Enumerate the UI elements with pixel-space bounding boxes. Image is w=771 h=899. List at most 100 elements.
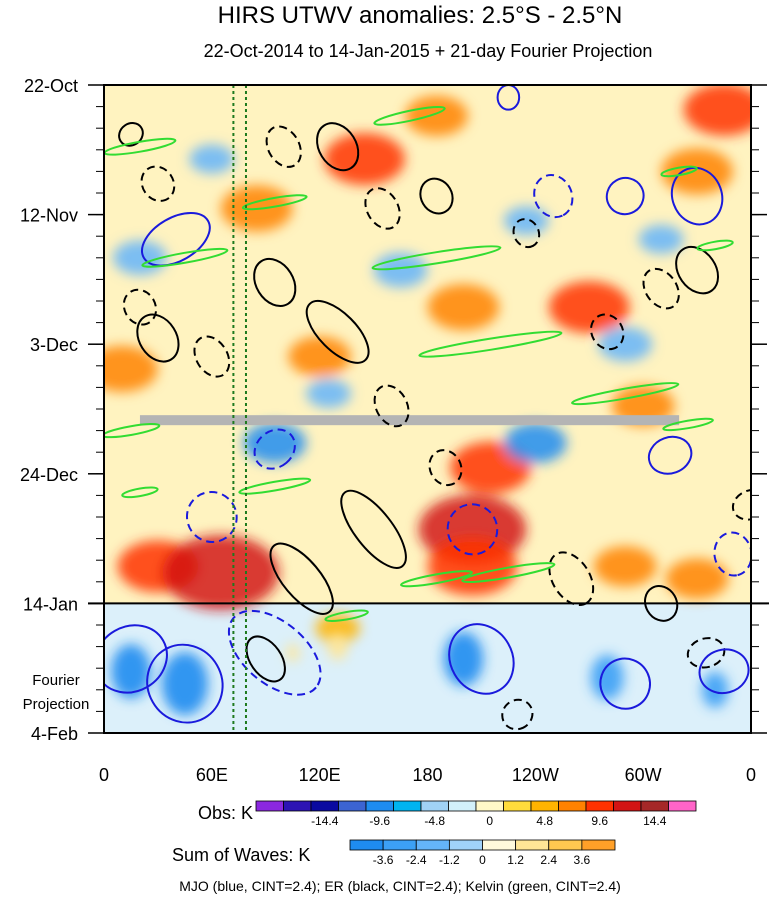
projection-label-line1: Fourier [32, 672, 80, 689]
er-contour [419, 177, 454, 215]
er-contour [642, 267, 680, 310]
anomaly-blob-warm [324, 133, 405, 185]
wave-colorbar-swatch [548, 839, 583, 851]
kelvin-contour [371, 245, 502, 271]
er-contour [245, 635, 286, 683]
x-tick-label: 60E [196, 765, 228, 785]
wave-colorbar-tick-label: -2.4 [406, 853, 427, 867]
mjo-contour [446, 503, 499, 556]
wave-colorbar-tick-label: -1.2 [439, 853, 460, 867]
x-tick-label: 0 [99, 765, 109, 785]
x-tick-label: 60W [625, 765, 662, 785]
obs-colorbar-swatch [640, 800, 669, 812]
wave-colorbar-tick-label: -3.6 [373, 853, 394, 867]
mjo-contour [185, 490, 238, 544]
er-contour [501, 698, 534, 731]
y-tick-label: 3-Dec [30, 335, 78, 355]
anomaly-blob-warm [162, 535, 280, 610]
wave-colorbar-tick-label: 3.6 [574, 853, 591, 867]
x-tick-label: 0 [746, 765, 756, 785]
anomaly-blob-cool [243, 422, 307, 464]
projection-blob [590, 654, 624, 700]
anomaly-blob-warm [288, 336, 352, 377]
kelvin-contour [141, 247, 229, 268]
y-tick-label: 12-Nov [20, 206, 78, 226]
obs-colorbar-swatch [530, 800, 559, 812]
y-tick-label: 4-Feb [31, 724, 78, 744]
kelvin-contour [104, 423, 161, 439]
mjo-contour [496, 85, 521, 111]
er-contour [644, 585, 679, 622]
kelvin-contour [400, 570, 473, 588]
er-contour [253, 258, 297, 307]
wave-colorbar-swatch [515, 839, 550, 851]
anomaly-blob-warm [593, 546, 657, 587]
plot-area [104, 85, 751, 733]
wave-colorbar-label: Sum of Waves: K [172, 845, 310, 865]
obs-colorbar-swatch [255, 800, 284, 812]
er-contour [340, 489, 407, 569]
mjo-contour [141, 211, 211, 267]
mjo-contour [698, 648, 750, 695]
mjo-contours [104, 85, 751, 724]
er-contour [316, 122, 360, 172]
wave-colorbar-tick-label: 0 [479, 853, 486, 867]
kelvin-contours [104, 105, 734, 622]
anomaly-blob-warm [104, 345, 158, 392]
obs-colorbar-swatch [558, 800, 587, 812]
obs-colorbar-tick-label: 14.4 [643, 814, 667, 828]
obs-colorbar-swatch [338, 800, 367, 812]
wave-colorbar-swatch [415, 839, 450, 851]
projection-blob [161, 652, 208, 716]
kelvin-contour [662, 417, 714, 432]
anomaly-blob-warm [661, 148, 733, 195]
kelvin-contour [238, 477, 312, 495]
obs-colorbar-swatch [475, 800, 504, 812]
obs-colorbar-swatch [365, 800, 394, 812]
projection-label-line2: Projection [23, 696, 90, 713]
anomaly-blob-warm [427, 537, 518, 596]
obs-colorbar-swatch [393, 800, 422, 812]
er-contour [428, 449, 463, 487]
projection-blob [327, 633, 348, 661]
obs-colorbar-tick-label: -4.8 [424, 814, 445, 828]
y-tick-label: 14-Jan [23, 594, 78, 614]
kelvin-contour [660, 165, 698, 178]
obs-colorbar: -14.4 -9.6 -4.8 0 4.8 9.6 14.4 [255, 800, 697, 828]
mjo-contour [599, 657, 651, 710]
wave-colorbar-tick-label: 2.4 [540, 853, 557, 867]
anomaly-blob-warm [427, 284, 500, 331]
er-contour [140, 165, 176, 202]
wave-colorbar-swatch [349, 839, 384, 851]
anomaly-blob-warm [683, 85, 751, 136]
mjo-contour [713, 531, 751, 577]
x-tick-label: 180 [412, 765, 442, 785]
kelvin-contour [241, 194, 308, 211]
er-contour [305, 299, 370, 364]
obs-colorbar-swatch [585, 800, 614, 812]
mjo-contour [605, 176, 645, 216]
chart-title: HIRS UTWV anomalies: 2.5°S - 2.5°N [218, 2, 623, 29]
anomaly-blob-cool [503, 206, 549, 236]
obs-colorbar-tick-label: -9.6 [369, 814, 390, 828]
obs-colorbar-swatch [448, 800, 477, 812]
obs-colorbar-swatch [283, 800, 312, 812]
x-axis-ticks: 0 60E 120E 180 120W 60W 0 [99, 765, 756, 785]
y-tick-label: 22-Oct [24, 76, 78, 96]
wave-colorbar-tick-label: 1.2 [507, 853, 524, 867]
obs-colorbar-swatch [420, 800, 449, 812]
kelvin-contour [461, 562, 556, 584]
er-contour [675, 245, 720, 295]
er-contour [193, 335, 231, 378]
chart-subtitle: 22-Oct-2014 to 14-Jan-2015 + 21-day Four… [204, 41, 653, 61]
projection-blob [701, 671, 729, 708]
wave-colorbar-swatch [581, 839, 616, 851]
mjo-contour [670, 166, 724, 226]
er-contour [122, 288, 158, 326]
obs-colorbar-swatch [613, 800, 642, 812]
er-contour [512, 218, 541, 249]
x-tick-label: 120E [299, 765, 341, 785]
kelvin-contour [373, 105, 446, 126]
wave-colorbar: -3.6 -2.4 -1.2 0 1.2 2.4 3.6 [349, 839, 616, 867]
er-contour [373, 384, 410, 428]
